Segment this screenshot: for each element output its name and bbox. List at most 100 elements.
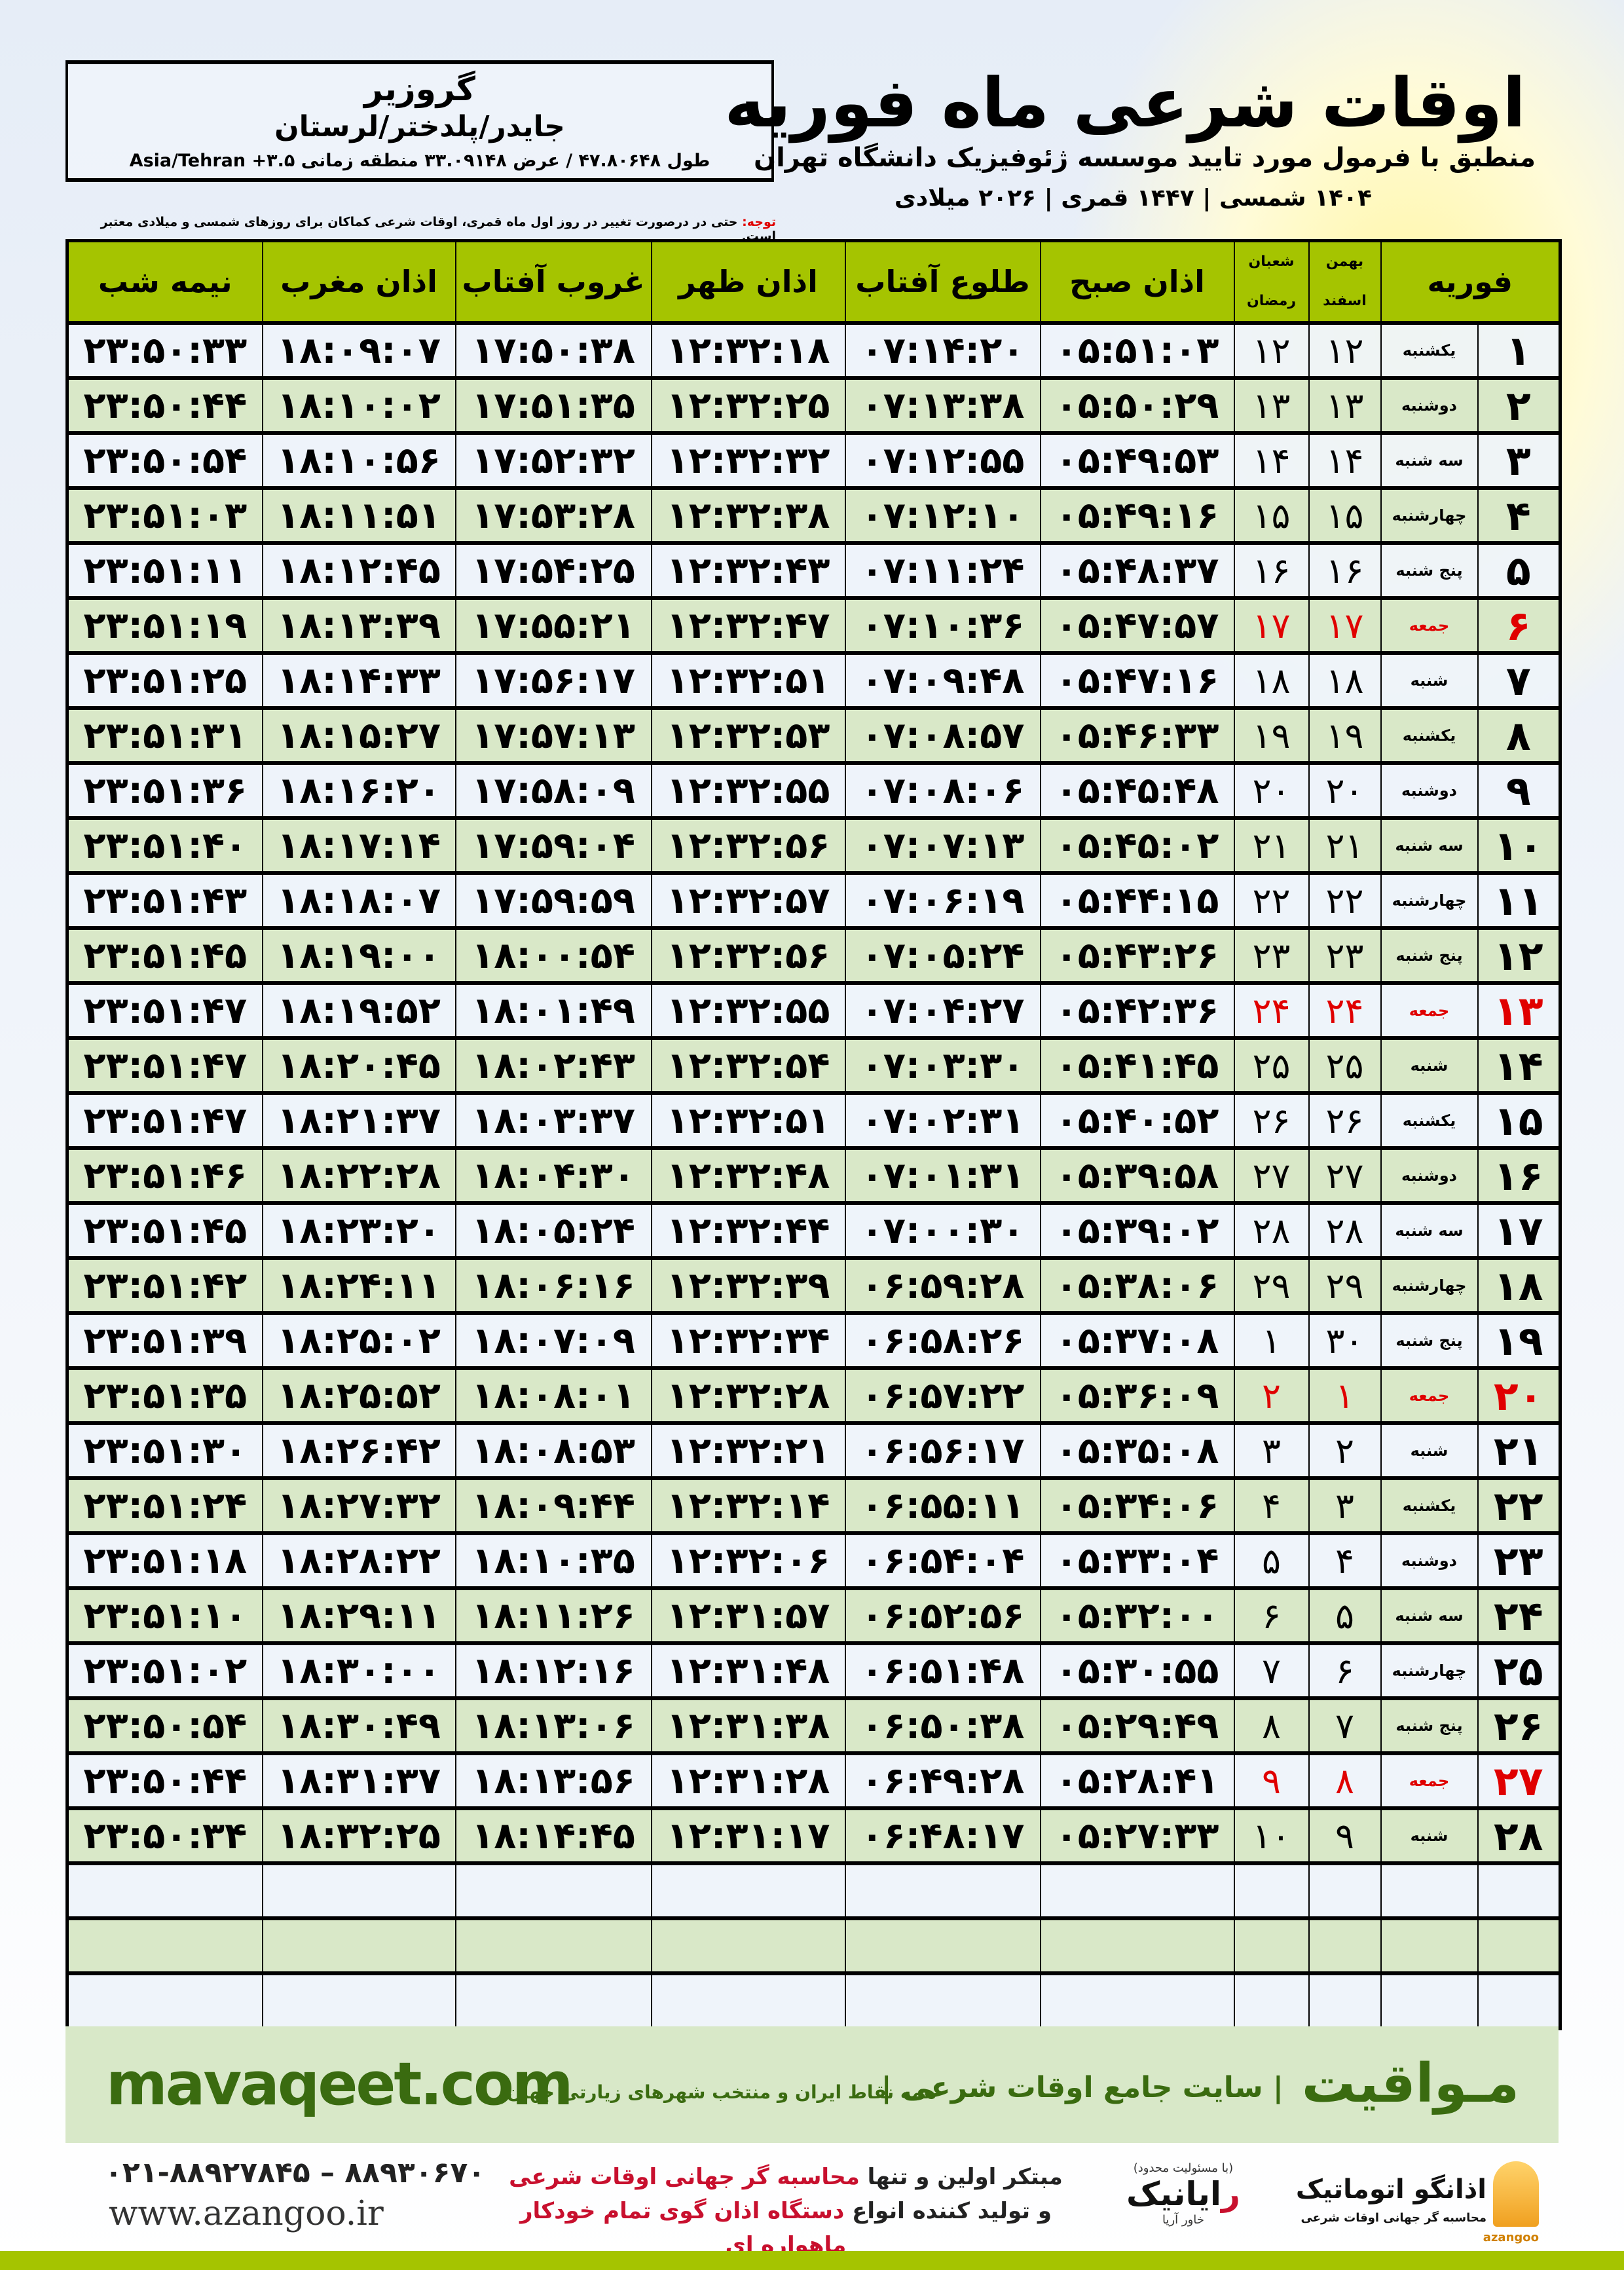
azangoo-latin: azangoo — [1483, 2231, 1539, 2244]
midnight-time: ۲۳:۵۱:۴۳ — [66, 873, 263, 930]
solar-date: ۲۳ — [1308, 928, 1381, 985]
weekday: پنج شنبه — [1380, 1698, 1478, 1755]
day-number: ۲۴ — [1477, 1588, 1560, 1645]
solar-date: ۲۶ — [1308, 1093, 1381, 1150]
midnight-time: ۲۳:۵۱:۰۲ — [66, 1643, 263, 1700]
dhuhr-time: ۱۲:۳۲:۲۸ — [650, 1368, 845, 1425]
day-number: ۲۰ — [1477, 1368, 1560, 1425]
day-number: ۸ — [1477, 708, 1560, 765]
fajr-time: ۰۵:۲۹:۴۹ — [1039, 1698, 1234, 1755]
sunset-time: ۱۸:۰۲:۴۳ — [454, 1038, 652, 1095]
maghrib-time: ۱۸:۲۵:۰۲ — [261, 1313, 456, 1370]
midnight-time: ۲۳:۵۰:۵۴ — [66, 1698, 263, 1755]
maghrib-time: ۱۸:۱۴:۳۳ — [261, 653, 456, 710]
lunar-date: ۱۷ — [1233, 598, 1309, 655]
solar-date: ۲۸ — [1308, 1203, 1381, 1260]
maghrib-time: ۱۸:۱۱:۵۱ — [261, 488, 456, 545]
table-row: ۲۶ پنج شنبه ۷ ۸ ۰۵:۲۹:۴۹ ۰۶:۵۰:۳۸ ۱۲:۳۱:۳۸ ۱۸:۱… — [66, 1698, 1560, 1755]
sunset-time: ۱۷:۵۹:۵۹ — [454, 873, 652, 930]
maghrib-time — [261, 1918, 456, 1975]
col-midnight: نیمه شب — [66, 240, 263, 325]
fajr-time: ۰۵:۳۳:۰۴ — [1039, 1533, 1234, 1590]
lunar-date: ۲۸ — [1233, 1203, 1309, 1260]
sunrise-time: ۰۶:۵۹:۲۸ — [844, 1258, 1041, 1315]
midnight-time: ۲۳:۵۱:۴۰ — [66, 818, 263, 875]
maghrib-time: ۱۸:۱۶:۲۰ — [261, 763, 456, 820]
table-row: ۲۸ شنبه ۹ ۱۰ ۰۵:۲۷:۳۳ ۰۶:۴۸:۱۷ ۱۲:۳۱:۱۷ ۱۸:۱۴:۴… — [66, 1808, 1560, 1865]
weekday: چهارشنبه — [1380, 873, 1478, 930]
solar-date: ۲۷ — [1308, 1148, 1381, 1205]
sunset-time: ۱۸:۰۹:۴۴ — [454, 1478, 652, 1535]
weekday: یکشنبه — [1380, 323, 1478, 380]
region-name: جایدر/پلدختر/لرستان — [274, 110, 565, 143]
solar-date: ۲۲ — [1308, 873, 1381, 930]
col-month: فوریه — [1380, 240, 1560, 325]
fajr-time: ۰۵:۳۷:۰۸ — [1039, 1313, 1234, 1370]
day-number: ۱۸ — [1477, 1258, 1560, 1315]
sunset-time: ۱۸:۱۳:۰۶ — [454, 1698, 652, 1755]
lunar-date: ۷ — [1233, 1643, 1309, 1700]
maghrib-time: ۱۸:۱۰:۰۲ — [261, 378, 456, 435]
day-number: ۱۲ — [1477, 928, 1560, 985]
solar-date: ۱۹ — [1308, 708, 1381, 765]
dhuhr-time: ۱۲:۳۲:۵۳ — [650, 708, 845, 765]
dhuhr-time: ۱۲:۳۲:۰۶ — [650, 1533, 845, 1590]
day-number: ۲ — [1477, 378, 1560, 435]
dhuhr-time — [650, 1973, 845, 2030]
lunar-date: ۶ — [1233, 1588, 1309, 1645]
col-lunar-bottom: رمضان — [1246, 293, 1296, 309]
midnight-time: ۲۳:۵۱:۱۰ — [66, 1588, 263, 1645]
table-row: ۲۷ جمعه ۸ ۹ ۰۵:۲۸:۴۱ ۰۶:۴۹:۲۸ ۱۲:۳۱:۲۸ ۱۸:۱۳:۵۶… — [66, 1753, 1560, 1810]
sunrise-time — [844, 1973, 1041, 2030]
table-row: ۱۵ یکشنبه ۲۶ ۲۶ ۰۵:۴۰:۵۲ ۰۷:۰۲:۳۱ ۱۲:۳۲:۵۱ ۱۸:۰… — [66, 1093, 1560, 1150]
midnight-time — [66, 1863, 263, 1920]
table-row: ۲ دوشنبه ۱۳ ۱۳ ۰۵:۵۰:۲۹ ۰۷:۱۳:۳۸ ۱۲:۳۲:۲۵ ۱۷:۵۱… — [66, 378, 1560, 435]
solar-date: ۱۵ — [1308, 488, 1381, 545]
maghrib-time: ۱۸:۲۸:۲۲ — [261, 1533, 456, 1590]
weekday: سه شنبه — [1380, 818, 1478, 875]
sunset-time: ۱۸:۰۰:۵۴ — [454, 928, 652, 985]
day-number: ۲۵ — [1477, 1643, 1560, 1700]
midnight-time: ۲۳:۵۱:۴۷ — [66, 983, 263, 1040]
fajr-time: ۰۵:۴۹:۱۶ — [1039, 488, 1234, 545]
dhuhr-time: ۱۲:۳۲:۵۱ — [650, 1093, 845, 1150]
dhuhr-time: ۱۲:۳۲:۳۸ — [650, 488, 845, 545]
lunar-date: ۱۸ — [1233, 653, 1309, 710]
sunrise-time: ۰۶:۵۷:۲۲ — [844, 1368, 1041, 1425]
day-number: ۱۹ — [1477, 1313, 1560, 1370]
day-number: ۲۲ — [1477, 1478, 1560, 1535]
tagline: | سایت جامع اوقات شرعی | — [881, 2071, 1283, 2104]
maghrib-time: ۱۸:۲۱:۳۷ — [261, 1093, 456, 1150]
weekday — [1380, 1973, 1478, 2030]
dhuhr-time: ۱۲:۳۱:۳۸ — [650, 1698, 845, 1755]
lunar-date: ۳ — [1233, 1423, 1309, 1480]
sunrise-time: ۰۷:۰۸:۵۷ — [844, 708, 1041, 765]
dhuhr-time: ۱۲:۳۲:۲۵ — [650, 378, 845, 435]
azangoo-link[interactable]: www.azangoo.ir — [109, 2194, 384, 2233]
sunrise-time: ۰۷:۰۳:۳۰ — [844, 1038, 1041, 1095]
maghrib-time: ۱۸:۳۲:۲۵ — [261, 1808, 456, 1865]
lunar-date — [1233, 1973, 1309, 2030]
midnight-time: ۲۳:۵۱:۴۷ — [66, 1093, 263, 1150]
lunar-date: ۱۳ — [1233, 378, 1309, 435]
lunar-date: ۴ — [1233, 1478, 1309, 1535]
sunrise-time: ۰۶:۵۸:۲۶ — [844, 1313, 1041, 1370]
table-row: ۲۳ دوشنبه ۴ ۵ ۰۵:۳۳:۰۴ ۰۶:۵۴:۰۴ ۱۲:۳۲:۰۶ ۱۸:۱۰:… — [66, 1533, 1560, 1590]
maghrib-time: ۱۸:۰۹:۰۷ — [261, 323, 456, 380]
col-sunset: غروب آفتاب — [454, 240, 652, 325]
midnight-time — [66, 1973, 263, 2030]
sunrise-time: ۰۶:۵۶:۱۷ — [844, 1423, 1041, 1480]
fajr-time: ۰۵:۴۸:۳۷ — [1039, 543, 1234, 600]
solar-date: ۱ — [1308, 1368, 1381, 1425]
weekday: چهارشنبه — [1380, 1258, 1478, 1315]
day-number — [1477, 1973, 1560, 2030]
lunar-date: ۲۵ — [1233, 1038, 1309, 1095]
weekday — [1380, 1918, 1478, 1975]
fajr-time: ۰۵:۳۹:۰۲ — [1039, 1203, 1234, 1260]
lunar-date: ۲۹ — [1233, 1258, 1309, 1315]
table-row: ۲۱ شنبه ۲ ۳ ۰۵:۳۵:۰۸ ۰۶:۵۶:۱۷ ۱۲:۳۲:۲۱ ۱۸:۰۸:۵۳… — [66, 1423, 1560, 1480]
sunrise-time: ۰۷:۰۴:۲۷ — [844, 983, 1041, 1040]
maghrib-time: ۱۸:۱۳:۳۹ — [261, 598, 456, 655]
site-link[interactable]: mavaqeet.com — [106, 2050, 574, 2119]
table-row: ۲۴ سه شنبه ۵ ۶ ۰۵:۳۲:۰۰ ۰۶:۵۲:۵۶ ۱۲:۳۱:۵۷ ۱۸:۱۱… — [66, 1588, 1560, 1645]
